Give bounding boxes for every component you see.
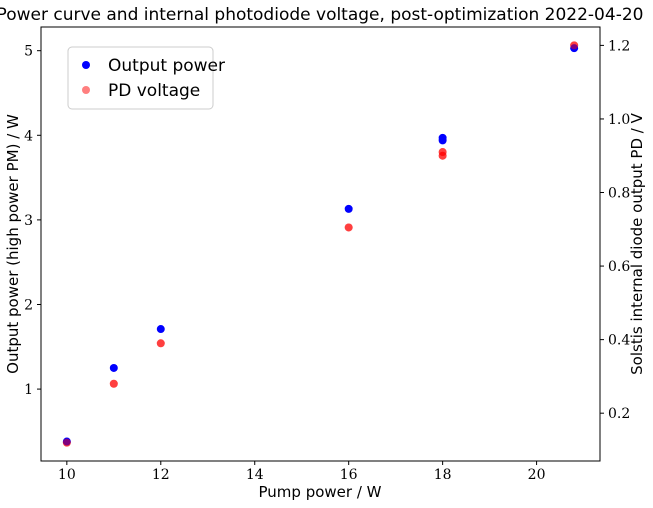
y2-axis-ticks: 0.2 0.4 0.6 0.8 1.0 1.2 [600, 38, 630, 422]
chart-title: Power curve and internal photodiode volt… [0, 5, 643, 25]
y-tick-label: 5 [24, 44, 33, 60]
y2-tick-label: 1.2 [608, 38, 630, 54]
y2-tick-label: 0.6 [608, 259, 630, 275]
pd-voltage-point-overlay [62, 438, 71, 447]
y-axis-label: Output power (high power PM) / W [4, 114, 22, 374]
pd-voltage-point-overlay [344, 223, 353, 232]
legend: Output power PD voltage [67, 46, 225, 110]
plot-frame [40, 26, 601, 462]
y-tick-label: 4 [24, 128, 33, 144]
pd-voltage-point-overlay [570, 41, 579, 50]
output-power-point [109, 363, 118, 372]
y-tick-label: 1 [24, 382, 33, 398]
legend-box [67, 46, 214, 110]
y2-tick-label: 0.2 [608, 406, 630, 422]
x-tick-label: 14 [246, 467, 264, 483]
output-power-point [156, 325, 165, 334]
y2-tick-label: 0.8 [608, 186, 630, 202]
x-tick-label: 10 [58, 467, 76, 483]
legend-label-pd-voltage: PD voltage [108, 81, 200, 101]
axes-rect [40, 26, 601, 462]
legend-label-output-power: Output power [108, 56, 225, 76]
x-tick-label: 16 [340, 467, 358, 483]
x-tick-label: 12 [152, 467, 170, 483]
y2-axis-label: Solstis internal diode output PD / V [628, 112, 646, 374]
y2-tick-label: 0.4 [608, 333, 630, 349]
output-power-points [62, 41, 579, 447]
legend-marker-output-power [82, 61, 90, 69]
y2-tick-label: 1.0 [608, 112, 630, 128]
x-axis-ticks: 10 12 14 16 18 20 [58, 461, 546, 483]
y-tick-label: 3 [24, 213, 33, 229]
pd-voltage-point-overlay [109, 379, 118, 388]
pd-voltage-point-overlay [438, 148, 447, 157]
y-axis-ticks: 1 2 3 4 5 [24, 44, 41, 398]
pd-voltage-point-overlay [156, 339, 165, 348]
x-tick-label: 18 [434, 467, 452, 483]
legend-marker-pd-voltage [82, 86, 90, 94]
output-power-point [438, 133, 447, 142]
x-tick-label: 20 [528, 467, 546, 483]
output-power-point [344, 204, 353, 213]
y-tick-label: 2 [24, 297, 33, 313]
x-axis-label: Pump power / W [259, 483, 382, 501]
